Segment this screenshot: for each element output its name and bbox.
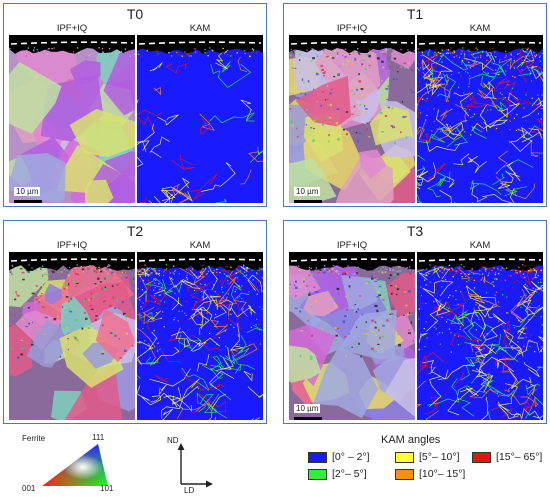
kam-swatch — [395, 468, 414, 480]
kam-item-label: [5°– 10°] — [419, 451, 460, 463]
kam-item-label: [2°– 5°] — [332, 468, 367, 480]
kam-label: KAM — [469, 23, 491, 34]
ipf-label: IPF+IQ — [56, 23, 88, 34]
corner-101-label: 101 — [100, 484, 114, 493]
panel-title: T0 — [126, 6, 144, 22]
kam-swatch — [472, 451, 491, 463]
corner-001-label: 001 — [22, 484, 36, 493]
ipf-iq-map — [289, 252, 415, 420]
kam-legend: KAM angles [0° – 2°] [5°– 10°] [15°– 65°… — [285, 430, 547, 496]
kam-label: KAM — [189, 240, 211, 251]
ipf-iq-map — [9, 252, 135, 420]
kam-map — [417, 35, 543, 203]
kam-map — [417, 252, 543, 420]
kam-item-10-15: [10°– 15°] — [395, 468, 465, 480]
kam-item-15-65: [15°– 65°] — [472, 451, 542, 463]
kam-legend-title: KAM angles — [381, 434, 441, 446]
ipf-label: IPF+IQ — [336, 240, 368, 251]
orientation-axes: ND LD — [160, 432, 220, 497]
ipf-iq-map — [289, 35, 415, 203]
panel-t0: T0 IPF+IQ KAM 10 µm — [3, 3, 267, 207]
nd-axis-label: ND — [167, 436, 179, 445]
kam-label: KAM — [189, 23, 211, 34]
ipf-iq-map — [9, 35, 135, 203]
ipf-label: IPF+IQ — [56, 240, 88, 251]
ipf-label: IPF+IQ — [336, 23, 368, 34]
scale-bar — [294, 200, 322, 203]
kam-map — [137, 252, 263, 420]
kam-map — [137, 35, 263, 203]
scale-bar — [294, 417, 322, 420]
scale-bar-label: 10 µm — [14, 187, 41, 196]
kam-item-label: [15°– 65°] — [496, 451, 543, 463]
kam-item-0-2: [0° – 2°] — [308, 451, 370, 463]
scale-bar — [14, 200, 42, 203]
scale-bar-label: 10 µm — [294, 404, 321, 413]
kam-item-label: [0° – 2°] — [332, 451, 370, 463]
kam-item-2-5: [2°– 5°] — [308, 468, 367, 480]
ipf-color-key: Ferrite 111 001 101 — [0, 430, 140, 497]
panel-title: T2 — [126, 223, 144, 239]
panel-t3: T3 IPF+IQ KAM 10 µm — [283, 220, 547, 424]
panel-t2: T2 IPF+IQ KAM — [3, 220, 267, 424]
scale-bar-label: 10 µm — [294, 187, 321, 196]
ipf-triangle — [42, 444, 108, 486]
phase-label: Ferrite — [22, 434, 46, 443]
axes-arrows-icon — [177, 443, 213, 488]
kam-item-label: [10°– 15°] — [419, 468, 466, 480]
panel-title: T1 — [406, 6, 424, 22]
corner-111-label: 111 — [92, 433, 105, 442]
ld-axis-label: LD — [184, 486, 195, 495]
panel-title: T3 — [406, 223, 424, 239]
panel-t1: T1 IPF+IQ KAM 10 µm — [283, 3, 547, 207]
kam-swatch — [308, 468, 327, 480]
kam-label: KAM — [469, 240, 491, 251]
kam-swatch — [395, 451, 414, 463]
kam-item-5-10: [5°– 10°] — [395, 451, 460, 463]
kam-swatch — [308, 451, 327, 463]
